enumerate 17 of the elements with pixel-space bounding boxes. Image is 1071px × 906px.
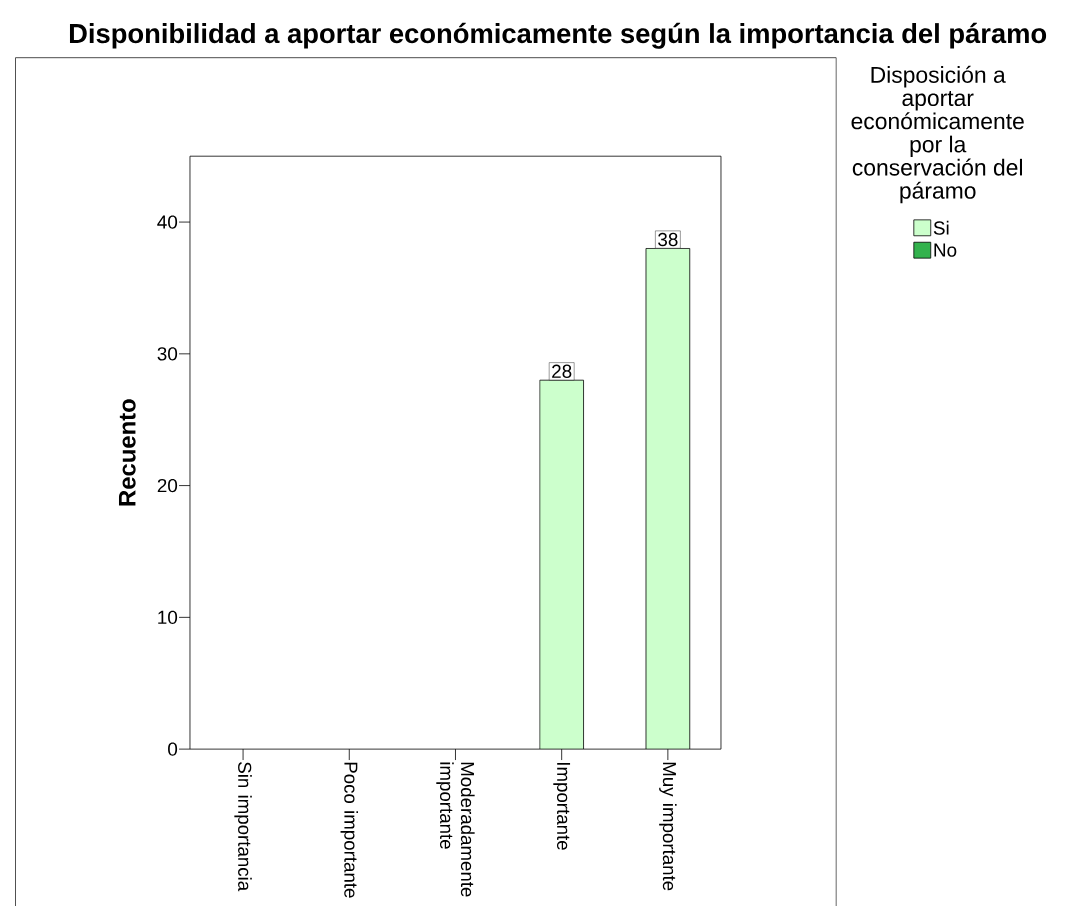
data-label: 28 — [552, 364, 572, 378]
chart-title: Disponibilidad a aportar económicamente según la importancia del páramo — [69, 22, 1047, 49]
legend-label: Si — [933, 220, 949, 235]
legend-label: No — [934, 243, 957, 257]
y-tick-label: 30 — [157, 347, 178, 361]
x-tick-label: Sin importancia — [234, 761, 252, 892]
x-tick-label: Poco importante — [340, 762, 358, 898]
x-tick-label: Muy importante — [659, 762, 677, 891]
x-tick-label: Importante — [553, 762, 571, 850]
y-tick-label: 20 — [157, 478, 178, 493]
y-tick-label: 10 — [158, 610, 178, 624]
data-label: 38 — [658, 232, 678, 247]
y-tick-label: 0 — [168, 742, 178, 756]
y-tick-label: 40 — [157, 215, 178, 229]
y-axis-title: Recuento — [118, 399, 136, 506]
x-tick-label: Moderadamente importante — [436, 762, 475, 897]
legend-title: Disposición a aportar económicamente por la conservación del páramo — [851, 65, 1024, 204]
